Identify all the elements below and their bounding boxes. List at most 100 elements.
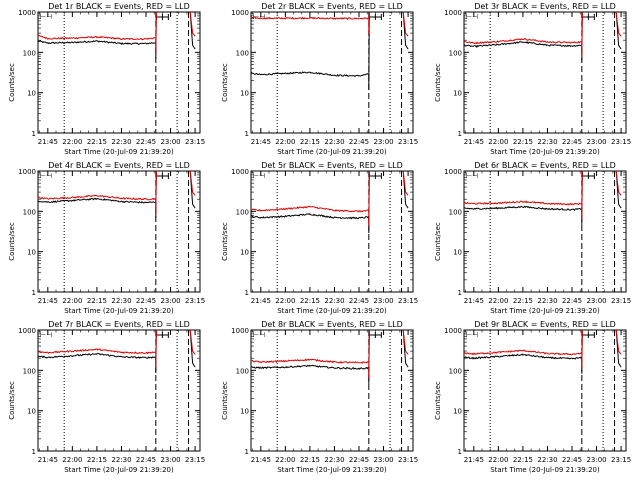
- x-tick-label: 21:45: [251, 456, 271, 464]
- plot-frame: [250, 329, 414, 452]
- series-tail-lld: [189, 329, 196, 355]
- corner-marker: ⊢⊣: [40, 172, 52, 180]
- corner-marker: ⊢⊣: [466, 13, 478, 21]
- panel-5: Det 5r BLACK = Events, RED = LLD 1 10 100 10…: [221, 161, 418, 315]
- y-tick-label: 1000: [18, 9, 36, 17]
- series-tail-lld: [402, 11, 409, 37]
- x-tick-label: 23:00: [373, 456, 393, 464]
- y-tick-label: 1: [245, 289, 249, 297]
- y-tick-label: 1: [32, 289, 36, 297]
- x-tick-label: 21:45: [464, 297, 484, 305]
- series-line-events: [463, 11, 583, 62]
- x-tick-label: 23:00: [160, 456, 180, 464]
- series-line-lld: [463, 11, 583, 59]
- y-tick-label: 1000: [444, 327, 462, 335]
- y-tick-label: 1000: [444, 9, 462, 17]
- x-tick-label: 22:00: [62, 138, 82, 146]
- plot-frame: [463, 11, 627, 134]
- corner-marker: ⊢⊣: [253, 331, 265, 339]
- x-tick-label: 22:15: [513, 297, 533, 305]
- x-tick-label: 21:45: [464, 138, 484, 146]
- y-tick-label: 1000: [231, 168, 249, 176]
- y-tick-label: 1000: [18, 168, 36, 176]
- y-axis-label: Counts/sec: [8, 381, 16, 420]
- x-tick-label: 22:45: [562, 138, 582, 146]
- x-tick-label: 23:00: [160, 138, 180, 146]
- series-line-lld: [250, 170, 370, 227]
- y-tick-label: 10: [453, 90, 462, 98]
- plot-frame: [250, 11, 414, 134]
- corner-marker: ⊢⊣: [40, 331, 52, 339]
- plot-frame: [37, 170, 201, 293]
- corner-marker: ⊢⊣: [253, 172, 265, 180]
- series-line-lld: [463, 329, 583, 370]
- y-axis-label: Counts/sec: [434, 63, 442, 102]
- panel-title: Det 1r BLACK = Events, RED = LLD: [48, 2, 190, 11]
- x-axis-label: Start Time (20-Jul-09 21:39:20): [64, 466, 174, 474]
- x-tick-label: 22:30: [324, 297, 344, 305]
- x-tick-label: 23:15: [185, 297, 205, 305]
- x-tick-label: 22:45: [136, 456, 156, 464]
- x-axis-label: Start Time (20-Jul-09 21:39:20): [277, 148, 387, 156]
- plot-frame: [37, 11, 201, 134]
- panel-1: Det 1r BLACK = Events, RED = LLD 1 10 100 10…: [8, 2, 205, 156]
- y-axis-label: Counts/sec: [8, 63, 16, 102]
- y-tick-label: 100: [449, 367, 462, 375]
- y-tick-label: 10: [453, 249, 462, 257]
- x-tick-label: 22:00: [275, 456, 295, 464]
- panel-8: Det 8r BLACK = Events, RED = LLD 1 10 100 10…: [221, 320, 418, 474]
- x-tick-label: 22:00: [275, 297, 295, 305]
- series-tail-lld: [615, 11, 622, 37]
- y-axis-label: Counts/sec: [221, 63, 229, 102]
- x-tick-label: 23:15: [611, 138, 631, 146]
- series-tail-lld: [615, 329, 622, 355]
- y-tick-label: 100: [23, 49, 36, 57]
- y-tick-label: 100: [23, 208, 36, 216]
- panel-3: Det 3r BLACK = Events, RED = LLD 1 10 100 10…: [434, 2, 631, 156]
- panel-title: Det 9r BLACK = Events, RED = LLD: [474, 320, 616, 329]
- series-line-events: [250, 329, 370, 384]
- x-tick-label: 23:15: [611, 456, 631, 464]
- x-tick-label: 23:00: [586, 138, 606, 146]
- x-tick-label: 22:45: [349, 297, 369, 305]
- x-axis-label: Start Time (20-Jul-09 21:39:20): [490, 148, 600, 156]
- x-tick-label: 21:45: [464, 456, 484, 464]
- x-axis-label: Start Time (20-Jul-09 21:39:20): [490, 466, 600, 474]
- y-tick-label: 1: [458, 448, 462, 456]
- series-line-events: [464, 170, 583, 225]
- panel-9: Det 9r BLACK = Events, RED = LLD 1 10 100 10…: [434, 320, 631, 474]
- x-tick-label: 22:45: [562, 297, 582, 305]
- x-tick-label: 22:30: [111, 138, 131, 146]
- x-tick-label: 23:15: [398, 297, 418, 305]
- x-tick-label: 22:00: [62, 456, 82, 464]
- corner-marker: ⊢⊣: [466, 331, 478, 339]
- y-tick-label: 100: [236, 49, 249, 57]
- plot-frame: [463, 170, 627, 293]
- series-line-lld: [37, 170, 157, 215]
- series-line-events: [250, 170, 370, 234]
- series-line-events: [37, 329, 157, 374]
- x-tick-label: 23:00: [160, 297, 180, 305]
- corner-marker: ⊢⊣: [466, 172, 478, 180]
- y-tick-label: 10: [240, 249, 249, 257]
- y-tick-label: 10: [27, 90, 36, 98]
- y-tick-label: 1: [458, 130, 462, 138]
- y-tick-label: 100: [449, 49, 462, 57]
- x-tick-label: 21:45: [38, 456, 58, 464]
- panel-7: Det 7r BLACK = Events, RED = LLD 1 10 100 10…: [8, 320, 205, 474]
- x-tick-label: 23:15: [185, 456, 205, 464]
- series-line-events: [37, 11, 157, 59]
- x-tick-label: 21:45: [38, 297, 58, 305]
- panel-title: Det 2r BLACK = Events, RED = LLD: [261, 2, 403, 11]
- panel-title: Det 8r BLACK = Events, RED = LLD: [261, 320, 403, 329]
- series-line-events: [463, 329, 583, 374]
- y-tick-label: 10: [453, 408, 462, 416]
- x-axis-label: Start Time (20-Jul-09 21:39:20): [64, 148, 174, 156]
- series-tail-lld: [615, 170, 622, 196]
- x-tick-label: 22:45: [136, 138, 156, 146]
- x-tick-label: 21:45: [251, 297, 271, 305]
- x-tick-label: 22:30: [537, 456, 557, 464]
- x-tick-label: 23:00: [586, 297, 606, 305]
- panel-4: Det 4r BLACK = Events, RED = LLD 1 10 100 10…: [8, 161, 205, 315]
- x-tick-label: 23:00: [373, 138, 393, 146]
